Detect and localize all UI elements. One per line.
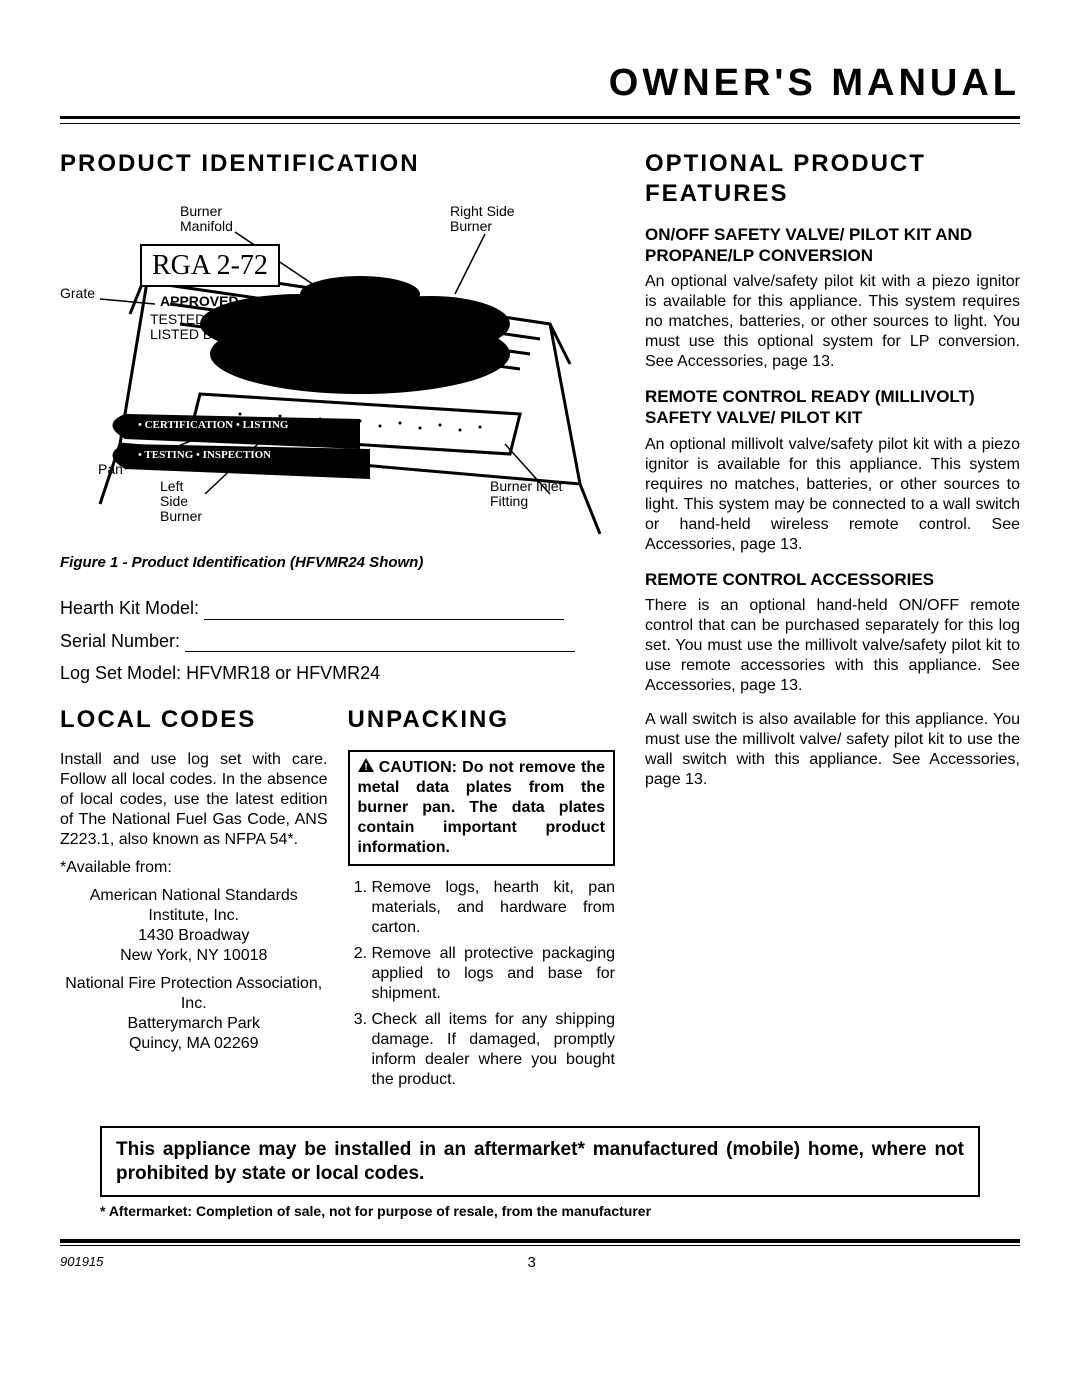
product-id-title: PRODUCT IDENTIFICATION <box>60 149 615 179</box>
local-codes-section: LOCAL CODES Install and use log set with… <box>60 705 328 1096</box>
caution-text: CAUTION: Do not remove the metal data pl… <box>358 759 606 856</box>
main-title: OWNER'S MANUAL <box>60 60 1020 108</box>
sub-columns: LOCAL CODES Install and use log set with… <box>60 705 615 1096</box>
unpack-list: Remove logs, hearth kit, pan materials, … <box>348 878 616 1090</box>
feature-heading: REMOTE CONTROL ACCESSORIES <box>645 569 1020 590</box>
label-burner-manifold: Burner Manifold <box>180 204 233 235</box>
label-cert: • CERTIFICATION • LISTING <box>138 419 288 431</box>
unpack-step: Check all items for any shipping damage.… <box>372 1010 616 1090</box>
unpack-step: Remove logs, hearth kit, pan materials, … <box>372 878 616 938</box>
label-left-burner: Left Side Burner <box>160 479 202 525</box>
footer-spacer <box>960 1254 1020 1273</box>
product-diagram: RGA 2-72 Burner Manifold Right Side Burn… <box>60 194 615 544</box>
label-approved: APPROVED <box>160 294 239 309</box>
mobile-home-notice: This appliance may be installed in an af… <box>100 1126 980 1198</box>
feature-heading: ON/OFF SAFETY VALVE/ PILOT KIT AND PROPA… <box>645 224 1020 267</box>
aftermarket-footnote: * Aftermarket: Completion of sale, not f… <box>100 1203 980 1221</box>
right-column: OPTIONAL PRODUCT FEATURES ON/OFF SAFETY … <box>645 149 1020 1096</box>
left-column: PRODUCT IDENTIFICATION <box>60 149 615 1096</box>
wall-switch-body: A wall switch is also available for this… <box>645 710 1020 790</box>
footer-rule-thin <box>60 1245 1020 1246</box>
unpack-step: Remove all protective packaging applied … <box>372 944 616 1004</box>
label-testing: • TESTING • INSPECTION <box>138 449 271 461</box>
label-tested: TESTED AND LISTED BY <box>150 312 238 343</box>
warning-icon: ! <box>358 758 374 778</box>
caution-box: ! CAUTION: Do not remove the metal data … <box>348 750 616 866</box>
feature-body: There is an optional hand-held ON/OFF re… <box>645 596 1020 696</box>
figure-caption: Figure 1 - Product Identification (HFVMR… <box>60 554 615 573</box>
form-serial: Serial Number: <box>60 630 615 653</box>
main-columns: PRODUCT IDENTIFICATION <box>60 149 1020 1096</box>
local-codes-title: LOCAL CODES <box>60 705 328 735</box>
page-number: 3 <box>103 1254 960 1273</box>
local-codes-body: Install and use log set with care. Follo… <box>60 750 328 850</box>
feature-body: An optional valve/safety pilot kit with … <box>645 272 1020 372</box>
label-inlet: Burner Inlet Fitting <box>490 479 562 510</box>
unpacking-title: UNPACKING <box>348 705 616 735</box>
feature-heading: REMOTE CONTROL READY (MILLIVOLT) SAFETY … <box>645 386 1020 429</box>
form-logset: Log Set Model: HFVMR18 or HFVMR24 <box>60 662 615 685</box>
form-hearth-kit: Hearth Kit Model: <box>60 597 615 620</box>
label-right-side-burner: Right Side Burner <box>450 204 515 235</box>
feature-body: An optional millivolt valve/safety pilot… <box>645 435 1020 555</box>
footer-rule-thick <box>60 1239 1020 1243</box>
page-footer: 901915 3 <box>60 1254 1020 1273</box>
address-1: American National Standards Institute, I… <box>60 886 328 966</box>
header-rule-thin <box>60 123 1020 124</box>
doc-number: 901915 <box>60 1254 103 1273</box>
label-grate: Grate <box>60 286 95 301</box>
optional-features-title: OPTIONAL PRODUCT FEATURES <box>645 149 1020 209</box>
available-from: *Available from: <box>60 858 328 878</box>
address-2: National Fire Protection Association, In… <box>60 974 328 1054</box>
header-rule-thick <box>60 116 1020 119</box>
svg-text:!: ! <box>364 762 367 772</box>
rga-label: RGA 2-72 <box>140 244 280 287</box>
unpacking-section: UNPACKING ! CAUTION: Do not remove the m… <box>348 705 616 1096</box>
label-pan: Pan <box>98 462 123 477</box>
